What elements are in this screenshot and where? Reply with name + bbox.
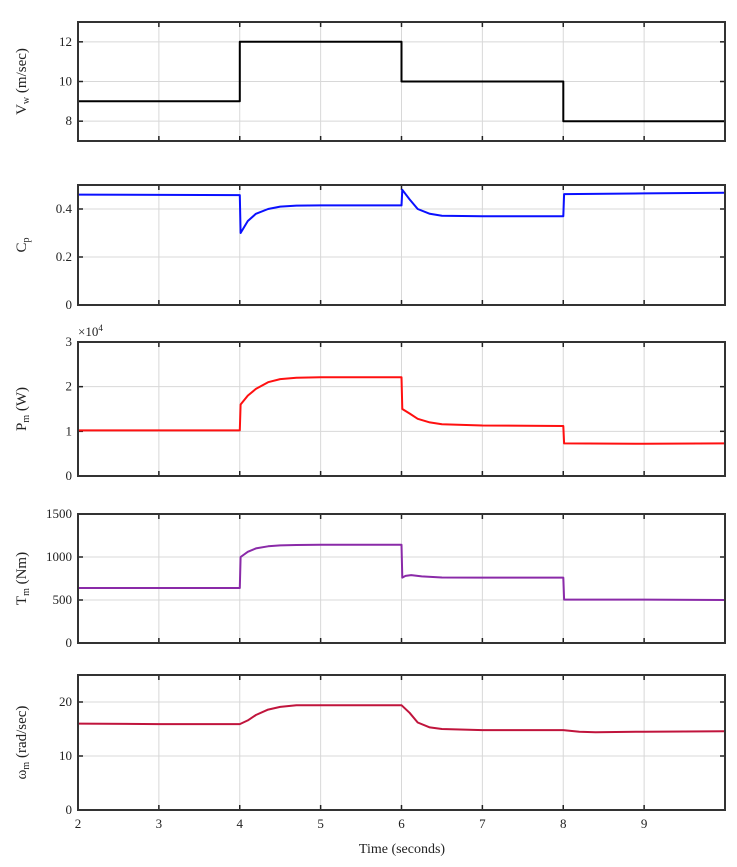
y-label-subscript: w <box>21 96 32 104</box>
y-label-symbol: ω <box>14 769 30 779</box>
axes-frame <box>77 513 726 644</box>
y-label-symbol: V <box>14 104 30 115</box>
subplot-5: 0 10 20 ωm (rad/sec) 2 3 4 5 6 7 8 9 <box>14 674 726 831</box>
series-line <box>78 543 726 601</box>
y-label-unit: (W) <box>14 387 30 415</box>
y-label-unit: (Nm) <box>14 552 30 588</box>
y-label-unit: (m/sec) <box>14 48 30 97</box>
subplot-4: 0 500 1000 1500 Tm (Nm) <box>14 506 726 650</box>
y-tick-label: 12 <box>59 34 72 49</box>
subplot-1: 8 10 12 Vw (m/sec) <box>14 21 726 142</box>
y-tick-label: 1 <box>66 423 73 438</box>
y-tick-label: 10 <box>59 748 72 763</box>
y-label-subscript: m <box>21 588 32 596</box>
x-tick-label: 4 <box>237 816 244 831</box>
y-tick-label: 8 <box>66 113 73 128</box>
x-tick-label: 8 <box>560 816 567 831</box>
series-line <box>78 376 726 445</box>
y-axis-label: Tm (Nm) <box>14 552 32 605</box>
y-tick-label: 2 <box>66 379 73 394</box>
axes-frame <box>77 21 726 142</box>
axes-frame <box>77 674 726 811</box>
y-label-subscript: p <box>21 237 32 242</box>
y-label-symbol: C <box>14 242 30 252</box>
y-tick-label: 1000 <box>46 549 72 564</box>
x-axis-label: Time (seconds) <box>359 842 446 857</box>
y-tick-label: 0.2 <box>56 249 72 264</box>
subplot-2: 0 0.2 0.4 Cp <box>14 184 726 312</box>
subplot-3: 0 1 2 3 Pm (W) ×104 <box>14 323 726 483</box>
x-tick-label: 6 <box>398 816 405 831</box>
series-line <box>77 188 726 234</box>
y-label-symbol: T <box>14 596 30 605</box>
y-tick-label: 0 <box>66 635 73 650</box>
y-label-subscript: m <box>21 415 32 423</box>
y-label-unit: (rad/sec) <box>14 706 30 762</box>
y-tick-label: 0 <box>66 297 73 312</box>
x-tick-label: 9 <box>641 816 648 831</box>
y-tick-label: 0 <box>66 468 73 483</box>
y-tick-label: 3 <box>66 334 73 349</box>
y-exponent-label: ×104 <box>78 323 103 339</box>
y-tick-label: 20 <box>59 694 72 709</box>
y-label-symbol: P <box>14 423 30 431</box>
y-axis-label: Pm (W) <box>14 387 32 431</box>
axes-frame <box>77 341 726 477</box>
y-tick-label: 500 <box>53 592 73 607</box>
axes-frame <box>77 184 726 306</box>
x-tick-label: 3 <box>156 816 163 831</box>
series-line <box>78 40 725 123</box>
x-tick-label: 2 <box>75 816 82 831</box>
y-tick-label: 10 <box>59 74 72 89</box>
y-tick-label: 0 <box>66 802 73 817</box>
y-axis-label: Cp <box>14 237 32 252</box>
exponent-power: 4 <box>98 323 103 333</box>
series-line <box>77 704 726 734</box>
y-tick-label: 0.4 <box>56 201 73 216</box>
y-axis-label: Vw (m/sec) <box>14 48 32 115</box>
y-label-subscript: m <box>21 762 32 770</box>
y-axis-label: ωm (rad/sec) <box>14 706 32 780</box>
exponent-base: ×10 <box>78 324 98 339</box>
x-tick-label: 7 <box>479 816 486 831</box>
y-tick-label: 1500 <box>46 506 72 521</box>
x-tick-label: 5 <box>317 816 324 831</box>
